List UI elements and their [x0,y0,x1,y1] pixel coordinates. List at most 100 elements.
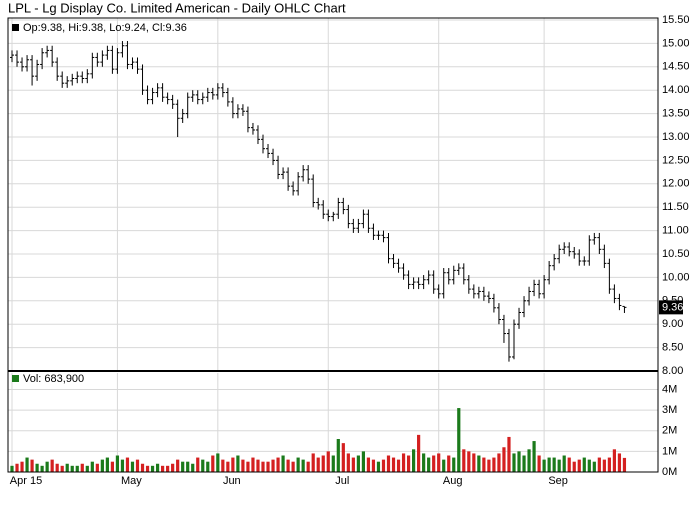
volume-bar [437,453,441,472]
volume-bar [517,451,521,472]
volume-bar [40,465,44,472]
volume-bar [331,455,335,472]
volume-bar [166,465,170,472]
volume-bar [422,453,426,472]
volume-bar [532,441,536,472]
volume-tick-label: 0M [662,466,677,478]
volume-bar [527,449,531,472]
volume-bar [487,459,491,472]
x-tick-label: May [121,475,142,487]
volume-bar [266,461,270,472]
volume-bar [427,457,431,472]
volume-bar [336,439,340,472]
volume-bar [201,459,205,472]
y-tick-label: 12.00 [662,178,690,190]
volume-bar [65,463,69,472]
volume-tick-label: 3M [662,404,677,416]
volume-bar [602,459,606,472]
volume-bar [356,455,360,472]
x-tick-label: Sep [548,475,568,487]
volume-bar [176,459,180,472]
volume-bar [391,457,396,472]
volume-bar [306,461,310,472]
volume-bar [567,457,571,472]
y-tick-label: 11.50 [662,201,689,213]
y-tick-label: 8.00 [662,365,683,377]
volume-bar [150,465,155,472]
volume-bar [512,453,516,472]
y-tick-label: 15.50 [662,14,690,26]
volume-bar [221,459,225,472]
volume-bar [582,457,586,472]
volume-bar [597,457,601,472]
volume-bar [10,465,14,472]
volume-bar [161,465,165,472]
y-tick-label: 15.00 [662,37,690,49]
volume-bar [85,465,89,472]
volume-bar [115,455,120,472]
volume-bar [321,455,325,472]
volume-bar [105,457,109,472]
volume-bar [276,457,280,472]
last-price-marker [659,300,683,315]
y-tick-label: 12.50 [662,154,690,166]
volume-bar [547,457,551,472]
volume-bar [537,455,541,472]
volume-bar [70,465,74,472]
volume-bar [155,463,160,472]
volume-bar [211,455,215,472]
volume-bar [231,457,235,472]
volume-bar [381,459,386,472]
volume-bar [401,453,406,472]
volume-bar [472,453,476,472]
volume-bar [196,457,200,472]
volume-bar [271,459,275,472]
volume-bar [236,455,240,472]
volume-bar [286,459,290,472]
x-tick-label: Aug [443,475,463,487]
volume-bar [60,465,64,472]
volume-bar [412,449,416,472]
y-tick-label: 10.00 [662,271,690,283]
volume-bar [45,461,49,472]
volume-bar [366,457,371,472]
legend-swatch [12,375,19,382]
volume-bar [226,461,230,472]
volume-bar [256,459,260,472]
volume-bar [75,465,79,472]
volume-bar [171,463,175,472]
volume-bar [140,463,145,472]
volume-bar [502,447,506,472]
y-tick-label: 14.00 [662,84,690,96]
volume-bar [432,455,436,472]
x-tick-label: Apr 15 [10,475,42,487]
volume-bar [130,461,135,472]
volume-bar [301,459,305,472]
volume-bar [120,459,125,472]
volume-bar [622,457,627,472]
volume-bar [216,453,220,472]
volume-bar [462,449,466,472]
volume-bar [376,461,381,472]
x-tick-label: Jun [223,475,241,487]
volume-bar [80,463,84,472]
volume-bar [316,457,320,472]
y-tick-label: 13.00 [662,131,690,143]
volume-bar [592,461,596,472]
volume-bar [20,461,24,472]
volume-bar [30,459,34,472]
volume-bar [522,455,526,472]
volume-bar [326,451,330,472]
volume-bar [572,461,576,472]
volume-bar [281,455,285,472]
volume-bar [186,461,190,472]
volume-bar [246,461,250,472]
volume-bar [497,453,501,472]
volume-tick-label: 4M [662,383,677,395]
volume-bar [346,453,350,472]
volume-bar [50,459,54,472]
volume-bar [311,453,315,472]
volume-bar [612,449,616,472]
volume-bar [457,408,461,472]
